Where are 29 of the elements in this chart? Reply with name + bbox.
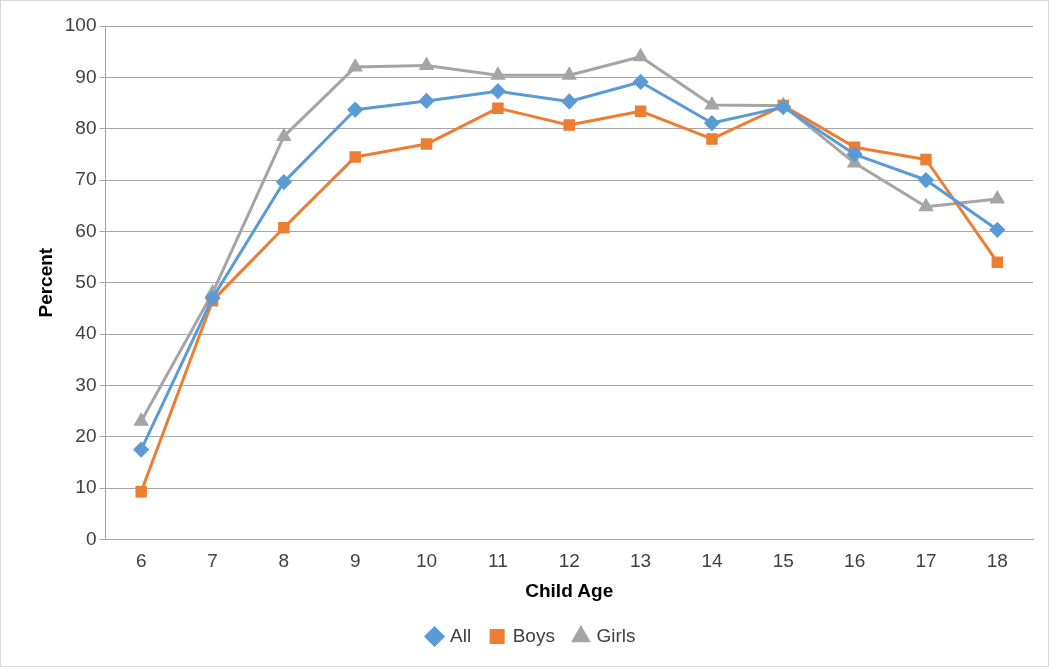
legend-label: Boys xyxy=(512,624,555,646)
x-axis-title: Child Age xyxy=(525,579,614,601)
y-tick-label: 30 xyxy=(75,373,97,395)
y-tick-label: 50 xyxy=(75,270,97,292)
x-tick-label: 15 xyxy=(772,550,794,572)
x-tick-label: 9 xyxy=(349,550,361,572)
y-tick-label: 10 xyxy=(75,476,97,498)
x-tick-label: 13 xyxy=(630,550,652,572)
legend-label: Girls xyxy=(596,624,636,646)
y-tick-label: 40 xyxy=(75,322,97,344)
x-tick-label: 12 xyxy=(558,550,580,572)
y-axis-title: Percent xyxy=(34,247,56,318)
y-tick-label: 100 xyxy=(64,14,97,36)
x-tick-label: 8 xyxy=(278,550,290,572)
y-tick-label: 0 xyxy=(85,527,97,549)
y-tick-label: 90 xyxy=(75,65,97,87)
x-tick-label: 7 xyxy=(207,550,218,572)
legend-label: All xyxy=(450,624,472,646)
y-tick-label: 80 xyxy=(75,116,97,138)
x-tick-label: 6 xyxy=(135,550,147,572)
x-tick-label: 14 xyxy=(701,550,723,572)
x-tick-label: 11 xyxy=(488,550,508,572)
x-tick-label: 18 xyxy=(986,550,1008,572)
y-tick-label: 20 xyxy=(75,424,97,446)
x-tick-label: 10 xyxy=(415,550,438,572)
x-tick-label: 17 xyxy=(915,550,937,572)
y-tick-label: 60 xyxy=(75,219,97,241)
x-tick-label: 16 xyxy=(844,550,866,572)
y-tick-label: 70 xyxy=(75,168,97,190)
